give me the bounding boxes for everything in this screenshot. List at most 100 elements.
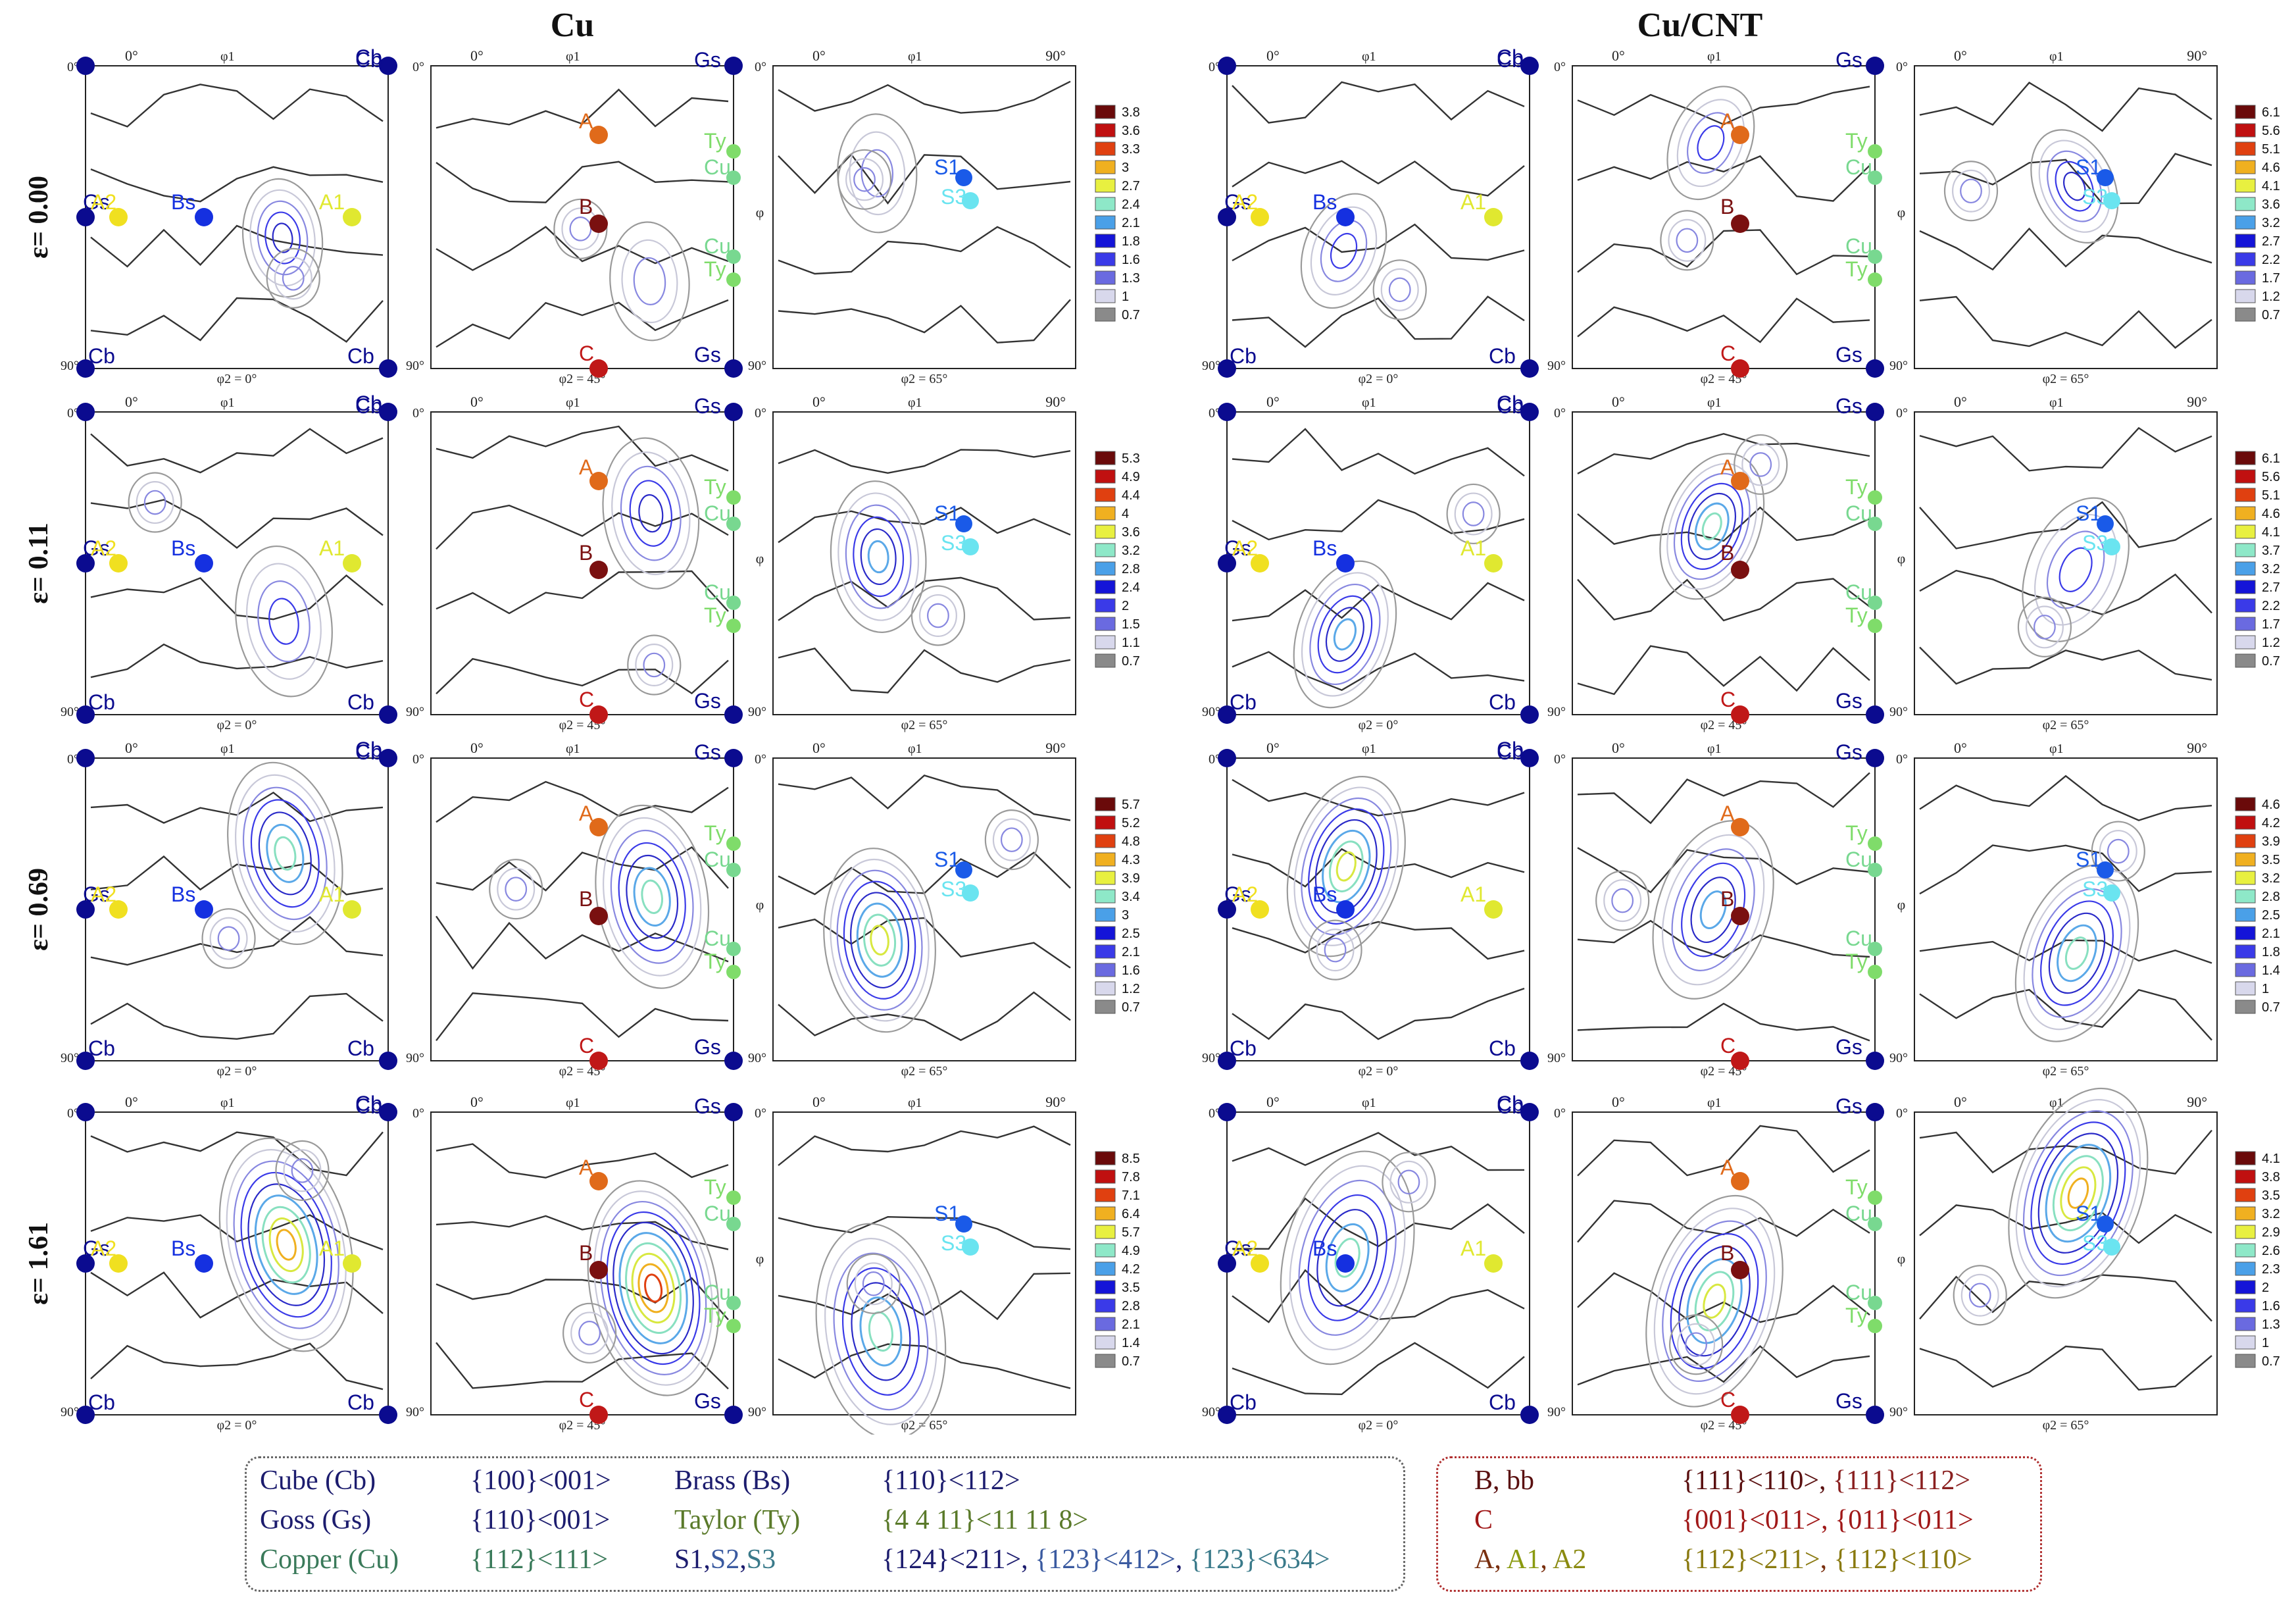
intensity-peak <box>258 811 312 896</box>
comp-cu-2-marker <box>726 249 741 264</box>
comp-gs-label: Gs <box>83 882 110 906</box>
contour-line <box>1919 227 2212 271</box>
axis-zero-left: 0° <box>1209 752 1220 767</box>
intensity-peak <box>1309 583 1381 686</box>
intensity-peak-minor <box>1372 259 1427 320</box>
intensity-peak <box>830 858 930 1022</box>
contour-line <box>90 428 384 474</box>
colorbar-tick: 3 <box>1122 161 1129 175</box>
intensity-peak <box>606 1211 701 1365</box>
colorbar-tick: 4.2 <box>2262 816 2280 830</box>
comp-a2-marker <box>109 1254 128 1273</box>
intensity-peak <box>2059 547 2093 592</box>
comp-cb-corner-marker <box>1520 57 1539 75</box>
colorbar-swatch <box>2235 1169 2256 1184</box>
comp-ty-label: Ty <box>1845 475 1868 499</box>
intensity-peak-minor <box>1952 169 1991 213</box>
colorbar-swatch <box>1095 598 1116 613</box>
comp-bs-label: Bs <box>171 190 195 214</box>
axis-zero: 0° <box>1266 740 1280 756</box>
colorbar-swatch <box>1095 270 1116 285</box>
axis-zero-left: 0° <box>1554 752 1566 767</box>
intensity-peak-minor <box>643 652 666 678</box>
legend-brass-name: Brass (Bs) <box>674 1465 791 1496</box>
comp-b-label: B <box>1720 1241 1734 1265</box>
colorbar-swatch <box>1095 1280 1116 1294</box>
comp-ty-label: Ty <box>704 821 726 845</box>
intensity-peak <box>599 1200 707 1375</box>
colorbar-swatch <box>1095 1354 1116 1368</box>
intensity-peak-minor <box>1308 919 1362 981</box>
colorbar-swatch <box>2235 598 2256 613</box>
legend-b-value-1: {111}<110> <box>1682 1465 1820 1496</box>
panel-frame <box>1914 411 2218 715</box>
colorbar-swatch <box>1095 963 1116 977</box>
intensity-peak <box>626 854 679 939</box>
comp-s1-marker <box>955 861 972 879</box>
axis-phi: φ <box>756 1250 764 1267</box>
legend-c-value-1: {001}<011> <box>1682 1505 1822 1535</box>
intensity-peak <box>226 1149 347 1341</box>
axis-zero-left: 0° <box>1554 60 1566 74</box>
comp-ty-label: Ty <box>1845 1175 1868 1199</box>
intensity-peak-minor <box>2017 596 2072 658</box>
comp-c-marker <box>589 705 608 724</box>
comp-ty-2-marker <box>726 1319 741 1333</box>
intensity-peak <box>2015 1099 2141 1288</box>
comp-bs-marker <box>1336 208 1355 226</box>
intensity-peak <box>227 761 343 946</box>
intensity-peak <box>1680 482 1743 570</box>
axis-zero: 0° <box>812 47 826 64</box>
comp-cb-top-label: Cb <box>355 738 382 761</box>
comp-bs-marker <box>195 1254 213 1273</box>
intensity-peak <box>830 480 927 633</box>
comp-a1-label: A1 <box>319 882 345 906</box>
axis-ninety-left: 90° <box>748 1405 766 1419</box>
colorbar-tick: 3.2 <box>2262 562 2280 576</box>
axis-ninety-left: 90° <box>61 1405 79 1419</box>
axis-ninety-left: 90° <box>1889 1051 1908 1065</box>
contour-line <box>1919 501 2212 549</box>
colorbar-tick: 0.7 <box>2262 654 2280 669</box>
colorbar-tick: 0.7 <box>1122 654 1140 669</box>
intensity-peak <box>843 880 916 1000</box>
contour-line <box>436 915 729 970</box>
legend-goss-name: Goss (Gs) <box>260 1505 372 1535</box>
axis-zero: 0° <box>125 1094 138 1110</box>
comp-a2-marker <box>1251 900 1269 919</box>
intensity-peak <box>2057 924 2097 982</box>
axis-ninety: 90° <box>2187 394 2207 410</box>
intensity-peak <box>1678 1246 1751 1357</box>
colorbar-swatch <box>2235 834 2256 848</box>
colorbar-tick: 1.4 <box>1122 1336 1140 1350</box>
comp-s1-label: S1 <box>934 1202 960 1225</box>
intensity-peak <box>1293 786 1399 946</box>
comp-c-label: C <box>1720 688 1735 711</box>
colorbar-swatch <box>2235 561 2256 576</box>
colorbar-swatch <box>2235 123 2256 138</box>
colorbar-swatch <box>2235 178 2256 193</box>
colorbar-tick: 2.4 <box>1122 580 1140 595</box>
comp-ty-label: Ty <box>1845 129 1868 153</box>
comp-cb-bottom-label: Cb <box>1230 1036 1257 1060</box>
panel-frame <box>430 757 734 1061</box>
intensity-peak <box>1687 112 1735 174</box>
comp-cb-bottom-marker <box>76 705 95 724</box>
contour-line <box>1919 646 2212 685</box>
colorbar-tick: 1.3 <box>2262 1317 2280 1332</box>
colorbar-tick: 1.3 <box>1122 271 1140 286</box>
comp-cb-right-label: Cb <box>1489 344 1516 368</box>
comp-cb-right-label: Cb <box>1489 1390 1516 1414</box>
comp-gs-marker <box>1218 554 1236 573</box>
axis-ninety: 90° <box>1045 47 1066 64</box>
colorbar-tick: 2 <box>2262 1281 2269 1295</box>
comp-cb-right-label: Cb <box>1489 1036 1516 1060</box>
colorbar-tick: 1.6 <box>1122 963 1140 978</box>
comp-cu-marker <box>1868 517 1882 531</box>
axis-zero: 0° <box>470 1094 484 1110</box>
comp-gs-bottom-label: Gs <box>1835 1035 1862 1059</box>
comp-bs-label: Bs <box>1312 190 1337 214</box>
axis-phi: φ <box>756 896 764 913</box>
